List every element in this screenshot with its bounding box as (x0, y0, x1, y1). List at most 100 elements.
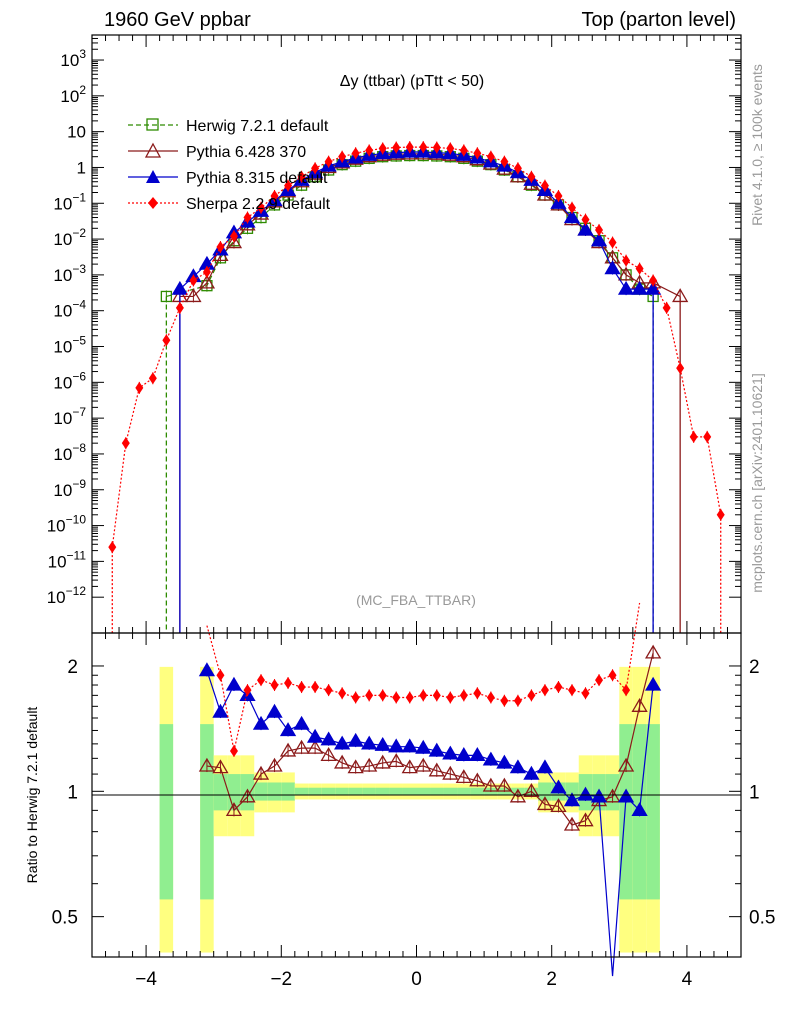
ratio-series-3-point (622, 684, 631, 697)
band-inner-5 (254, 782, 268, 801)
ratio-series-2-point (631, 802, 648, 817)
ratio-series-2-point (550, 779, 567, 794)
ratio-series-3-point (243, 684, 252, 697)
ratio-series-2-point (590, 788, 608, 803)
ratio-series-3-point (257, 674, 266, 687)
ratio-y-tick-label-left: 2 (67, 657, 78, 678)
y-tick-label-main: 10−3 (53, 262, 86, 285)
band-inner-1 (200, 724, 214, 900)
main-series-3-point (189, 274, 198, 287)
ratio-series-1-point (577, 812, 594, 827)
ratio-series-2-point (388, 738, 405, 753)
ratio-series-1-point (239, 788, 256, 803)
ratio-series-3-point (581, 687, 590, 700)
ratio-series-2-point (415, 739, 432, 754)
ratio-series-2-point (306, 728, 324, 743)
main-series-2-point (577, 221, 594, 236)
ratio-series-1-point (198, 757, 216, 772)
ratio-series-layer (198, 602, 662, 977)
main-series-3-point (459, 144, 468, 157)
band-inner-2 (213, 774, 228, 811)
band-inner-7 (281, 782, 295, 801)
band-inner-12 (348, 787, 363, 795)
main-series-1-point (225, 234, 243, 249)
ratio-series-1-point (401, 759, 418, 774)
y-tick-label-main: 10−11 (48, 548, 87, 571)
main-series-2-point (590, 232, 608, 247)
y-tick-label-main: 10−2 (53, 226, 86, 249)
legend-label-pythia6: Pythia 6.428 370 (186, 144, 306, 161)
y-tick-label-main: 10−9 (53, 477, 86, 500)
rivet-version-note: Rivet 4.1.0, ≥ 100k events (749, 64, 765, 226)
legend-label-herwig: Herwig 7.2.1 default (186, 118, 329, 135)
main-series-3-point (554, 189, 563, 202)
ratio-series-2-point (644, 676, 662, 691)
y-tick-label-main: 10 (67, 123, 86, 142)
main-series-3-line (111, 146, 722, 548)
main-series-2-point (550, 194, 567, 209)
main-series-3-point (311, 162, 320, 175)
main-series-1-point (185, 288, 202, 303)
ratio-series-2-point (334, 735, 351, 750)
ratio-series-2-point (401, 738, 418, 753)
ratio-series-2-point (225, 676, 243, 691)
legend-item-herwig: Herwig 7.2.1 default (128, 118, 329, 135)
main-series-3-point (405, 141, 414, 154)
y-tick-label-main: 1 (77, 158, 86, 177)
ratio-series-3-point (567, 684, 576, 697)
ratio-series-1-point (334, 754, 351, 769)
ratio-series-2-point (293, 715, 310, 730)
main-series-3-point (121, 437, 130, 450)
ratio-series-1-point (563, 816, 581, 831)
band-inner-13 (362, 787, 376, 795)
main-series-3-point (662, 301, 671, 314)
main-series-3-point (216, 241, 225, 254)
main-series-3-point (162, 334, 171, 347)
y-tick-label-main: 10−1 (53, 190, 86, 213)
main-series-3-point (473, 147, 482, 160)
main-series-3-point (148, 372, 157, 385)
ratio-series-2-point (212, 703, 229, 718)
ratio-series-1-point (428, 762, 445, 777)
ratio-series-1-point (469, 772, 486, 787)
main-series-2-point (644, 280, 662, 295)
main-series-3-point (108, 541, 117, 554)
ratio-series-2-point (374, 736, 391, 751)
ratio-series-3-point (595, 674, 604, 687)
ratio-series-1-point (536, 796, 554, 811)
ratio-series-1-point (306, 739, 324, 754)
legend-label-pythia8: Pythia 8.315 default (186, 170, 328, 187)
ratio-y-tick-label-right: 2 (749, 657, 760, 678)
band-inner-9 (308, 787, 322, 795)
ratio-series-2-point (482, 751, 499, 766)
y-tick-label-main: 103 (60, 47, 86, 70)
ratio-series-1-point (225, 802, 243, 817)
main-series-3-point (676, 362, 685, 375)
ratio-y-tick-label-right: 1 (749, 782, 760, 803)
main-series-3-point (338, 150, 347, 163)
header-right: Top (parton level) (581, 9, 736, 31)
band-inner-19 (443, 787, 458, 795)
main-series-3-point (567, 201, 576, 214)
ratio-series-3-point (419, 689, 428, 702)
main-series-3-point (622, 254, 631, 267)
main-series-3-point (297, 170, 306, 183)
band-inner-21 (470, 787, 485, 795)
x-tick-label: 0 (411, 969, 422, 990)
mcplots-reference: mcplots.cern.ch [arXiv:2401.10621] (749, 373, 765, 592)
ratio-series-3-point (608, 669, 617, 682)
y-tick-label-main: 102 (60, 83, 86, 106)
legend-item-pythia6: Pythia 6.428 370 (128, 142, 306, 161)
band-inner-26 (538, 782, 552, 801)
main-series-3-point (608, 236, 617, 249)
y-tick-label-main: 10−5 (53, 334, 86, 357)
main-series-layer (108, 141, 725, 633)
main-series-3-point (635, 262, 644, 275)
main-series-3-point (595, 223, 604, 236)
main-series-3-point (486, 150, 495, 163)
ratio-y-tick-label-left: 0.5 (52, 908, 78, 929)
main-series-3-point (513, 162, 522, 175)
ratio-series-3-point (392, 691, 401, 704)
ratio-series-3-point (284, 677, 293, 690)
main-series-3-point (689, 430, 698, 443)
